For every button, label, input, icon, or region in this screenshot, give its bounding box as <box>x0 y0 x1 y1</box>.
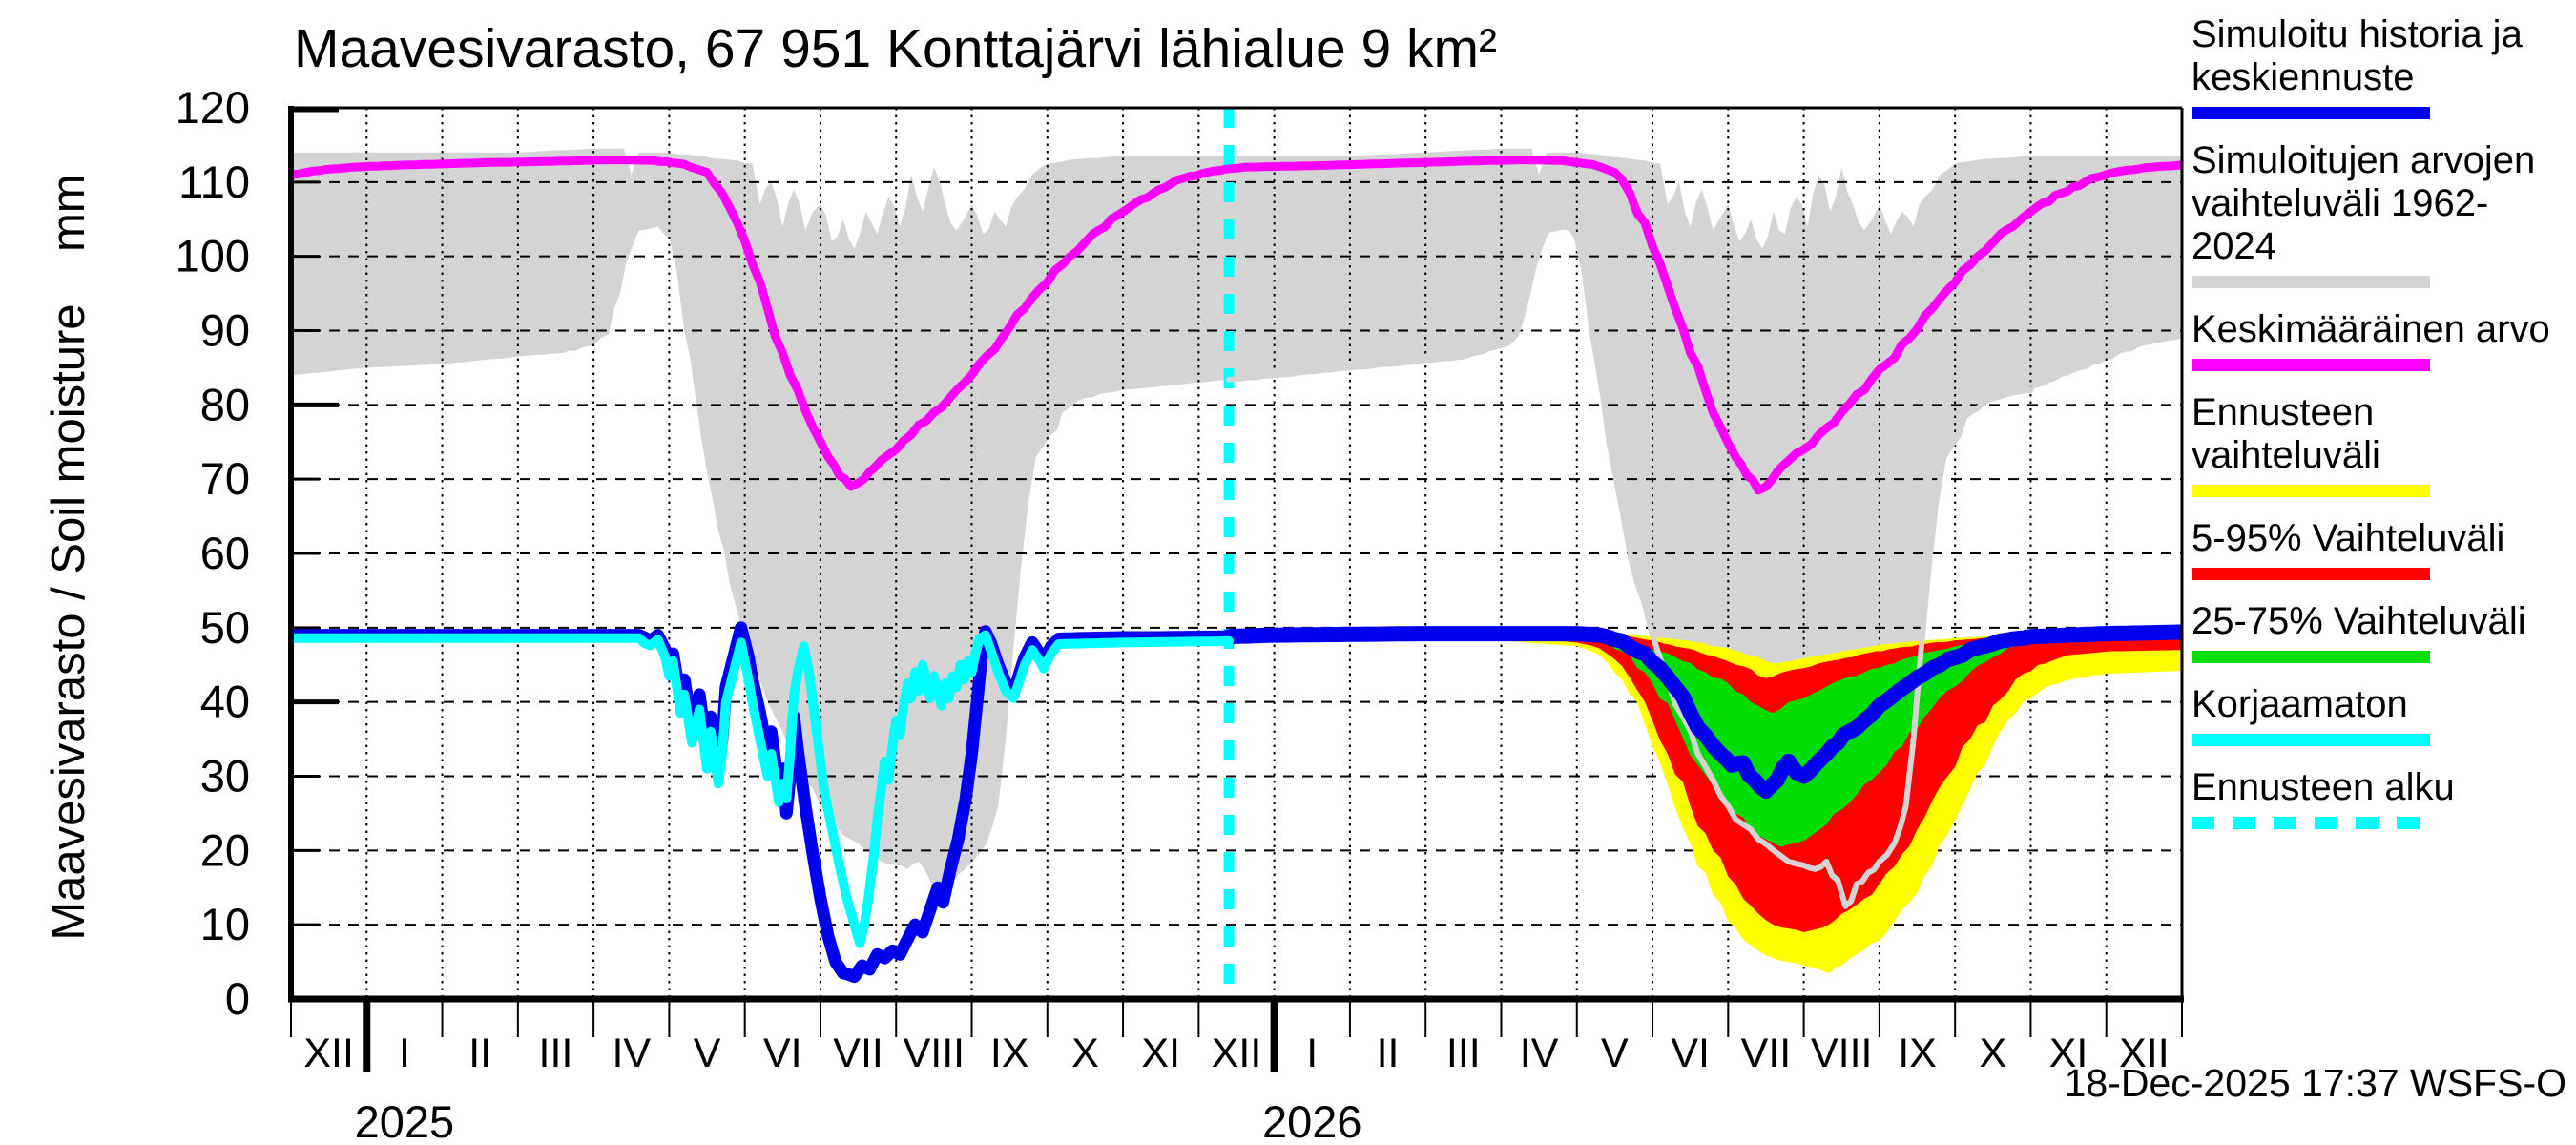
x-month-label: VII <box>833 1030 883 1076</box>
x-month-label: VII <box>1741 1030 1792 1076</box>
x-month-label: XII <box>2119 1030 2170 1076</box>
x-month-label: IX <box>1898 1030 1937 1076</box>
forecast-median-line <box>1221 624 2182 800</box>
chart-legend: Simuloitu historia ja keskiennuste Simulo… <box>2192 13 2569 849</box>
x-month-label: IV <box>612 1030 651 1076</box>
legend-swatch-line <box>2192 651 2430 663</box>
x-month-label: I <box>1306 1030 1318 1076</box>
y-tick-label: 110 <box>178 156 250 207</box>
chart-timestamp: 18-Dec-2025 17:37 WSFS-O <box>2064 1061 2566 1105</box>
hist-range-lower-line <box>1226 223 2034 909</box>
legend-label: Ennusteen vaihteluväli <box>2192 391 2380 476</box>
mean-value-line <box>291 156 2182 495</box>
uncorrected-line <box>291 630 1235 948</box>
legend-item-1: Simuloitu historia ja keskiennuste <box>2192 13 2569 119</box>
x-month-label: V <box>694 1030 721 1076</box>
x-month-label: V <box>1601 1030 1629 1076</box>
chart-title: Maavesivarasto, 67 951 Konttajärvi lähia… <box>294 18 1497 79</box>
y-tick-label: 20 <box>200 824 250 875</box>
legend-label: Ennusteen alku <box>2192 766 2455 808</box>
legend-item-8: Ennusteen alku <box>2192 766 2569 829</box>
x-month-label: III <box>1446 1030 1481 1076</box>
legend-item-5: 5-95% Vaihteluväli <box>2192 517 2569 580</box>
x-month-label: II <box>468 1030 491 1076</box>
x-year-label: 2026 <box>1262 1096 1362 1145</box>
x-month-label: XII <box>1212 1030 1262 1076</box>
y-tick-label: 10 <box>200 899 250 949</box>
y-tick-label: 60 <box>200 528 250 578</box>
x-month-label: XI <box>1141 1030 1180 1076</box>
y-tick-label: 30 <box>200 751 250 802</box>
y-tick-label: 50 <box>200 602 250 653</box>
x-month-label: III <box>539 1030 573 1076</box>
y-tick-label: 120 <box>176 82 250 133</box>
x-month-label: VI <box>763 1030 802 1076</box>
x-month-label: I <box>399 1030 410 1076</box>
x-month-label: II <box>1377 1030 1400 1076</box>
legend-item-4: Ennusteen vaihteluväli <box>2192 391 2569 497</box>
y-tick-label: 40 <box>200 677 250 727</box>
legend-swatch-line <box>2192 359 2430 371</box>
y-tick-label: 100 <box>176 231 250 281</box>
legend-item-6: 25-75% Vaihteluväli <box>2192 600 2569 663</box>
y-tick-label: 70 <box>200 453 250 504</box>
y-tick-label: 80 <box>200 379 250 429</box>
y-tick-label: 90 <box>200 305 250 356</box>
legend-label: Korjaamaton <box>2192 683 2408 725</box>
x-month-label: X <box>1071 1030 1099 1076</box>
x-month-label: IX <box>990 1030 1029 1076</box>
legend-swatch-line <box>2192 276 2430 288</box>
legend-label: 25-75% Vaihteluväli <box>2192 600 2526 642</box>
range-5-95-band <box>1229 633 2182 932</box>
legend-item-7: Korjaamaton <box>2192 683 2569 746</box>
x-month-label: IV <box>1520 1030 1559 1076</box>
legend-swatch-line <box>2192 485 2430 497</box>
legend-swatch-dashed-line <box>2192 817 2430 829</box>
x-month-label: VI <box>1671 1030 1710 1076</box>
legend-item-3: Keskimääräinen arvo <box>2192 308 2569 371</box>
x-month-label: VIII <box>904 1030 966 1076</box>
x-month-label: VIII <box>1811 1030 1873 1076</box>
legend-label: Keskimääräinen arvo <box>2192 308 2550 350</box>
x-month-label: XI <box>2049 1030 2088 1076</box>
x-year-label: 2025 <box>355 1096 455 1145</box>
y-tick-label: 0 <box>225 973 250 1024</box>
legend-label: Simuloitu historia ja keskiennuste <box>2192 13 2523 98</box>
x-month-label: XII <box>303 1030 354 1076</box>
legend-swatch-line <box>2192 107 2430 119</box>
legend-swatch-line <box>2192 734 2430 746</box>
legend-item-2: Simuloitujen arvojen vaihteluväli 1962-2… <box>2192 139 2569 288</box>
legend-label: 5-95% Vaihteluväli <box>2192 517 2505 559</box>
legend-swatch-line <box>2192 568 2430 580</box>
x-month-label: X <box>1979 1030 2006 1076</box>
legend-label: Simuloitujen arvojen vaihteluväli 1962-2… <box>2192 139 2536 267</box>
